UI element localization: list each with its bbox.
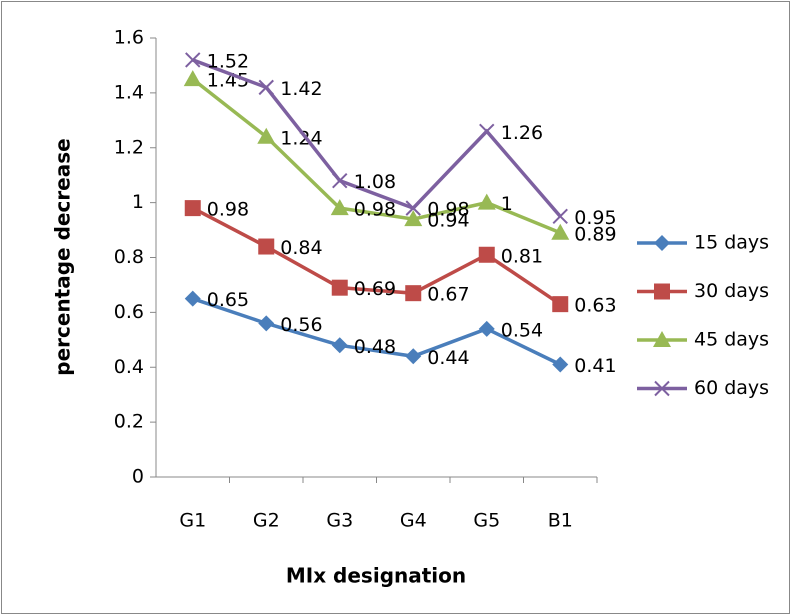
y-tick-label: 0: [132, 466, 144, 488]
data-label: 0.98: [207, 199, 249, 221]
legend-marker: [654, 283, 670, 300]
data-label: 0.41: [574, 355, 616, 377]
data-label: 0.67: [427, 284, 469, 306]
marker: [258, 79, 274, 96]
marker: [185, 52, 201, 68]
data-label: 1.26: [501, 122, 543, 144]
legend-marker: [654, 380, 670, 397]
marker: [331, 279, 348, 296]
y-tick-label: 1.4: [114, 81, 144, 103]
data-label: 1.08: [354, 171, 396, 193]
legend-label: 45 days: [694, 329, 769, 351]
y-tick-label: 0.6: [114, 301, 144, 323]
x-axis-title: MIx designation: [286, 564, 466, 588]
data-label: 0.48: [354, 336, 396, 358]
marker: [330, 199, 349, 216]
data-label: 0.65: [207, 289, 249, 311]
data-label: 0.94: [427, 210, 469, 232]
series-line: [192, 296, 562, 367]
y-tick-label: 1.2: [114, 136, 144, 158]
legend-label: 60 days: [694, 377, 769, 399]
marker: [552, 208, 568, 225]
series-line: [192, 58, 562, 218]
data-label: 0.84: [280, 237, 322, 259]
marker: [405, 200, 421, 216]
marker: [552, 356, 569, 373]
series-line: [191, 77, 561, 235]
marker: [479, 123, 495, 139]
marker: [477, 193, 496, 210]
marker: [258, 315, 275, 332]
data-label: 0.69: [354, 278, 396, 300]
marker: [551, 223, 570, 240]
y-tick-label: 1.6: [114, 27, 144, 49]
y-axis-title: percentage decrease: [51, 138, 75, 375]
data-label: 0.44: [427, 347, 469, 369]
x-tick-label: G1: [179, 510, 206, 532]
marker: [332, 172, 348, 189]
marker: [552, 296, 569, 313]
marker: [404, 210, 423, 227]
x-tick-label: G3: [326, 510, 353, 532]
legend-label: 30 days: [694, 280, 769, 302]
y-tick-label: 0.8: [114, 246, 144, 268]
marker: [331, 337, 348, 354]
data-label: 0.54: [501, 319, 543, 341]
marker: [257, 127, 276, 144]
data-label: 0.98: [354, 199, 396, 221]
marker: [258, 238, 275, 255]
marker: [405, 348, 422, 365]
data-label: 1.42: [280, 78, 322, 100]
data-label: 0.56: [280, 314, 322, 336]
y-tick-label: 1: [132, 191, 144, 213]
legend-marker: [654, 235, 670, 251]
y-tick-label: 0.4: [114, 356, 144, 378]
x-tick-label: G2: [253, 510, 280, 532]
data-label: 0.98: [427, 199, 469, 221]
series-line: [191, 206, 562, 306]
marker: [405, 285, 422, 302]
legend-marker: [653, 331, 671, 347]
marker: [184, 200, 201, 217]
legend-label: 15 days: [694, 232, 769, 254]
data-label: 0.89: [574, 223, 616, 245]
data-label: 0.95: [574, 207, 616, 229]
marker: [478, 320, 495, 337]
x-tick-label: B1: [548, 510, 573, 532]
data-label: 0.81: [501, 245, 543, 267]
data-label: 1: [501, 193, 513, 215]
x-tick-label: G4: [400, 510, 427, 532]
marker: [478, 246, 495, 263]
marker: [184, 290, 201, 307]
data-label: 1.52: [207, 50, 249, 72]
marker: [183, 70, 202, 87]
data-label: 0.63: [574, 295, 616, 317]
x-tick-label: G5: [473, 510, 500, 532]
y-tick-label: 0.2: [114, 411, 144, 433]
